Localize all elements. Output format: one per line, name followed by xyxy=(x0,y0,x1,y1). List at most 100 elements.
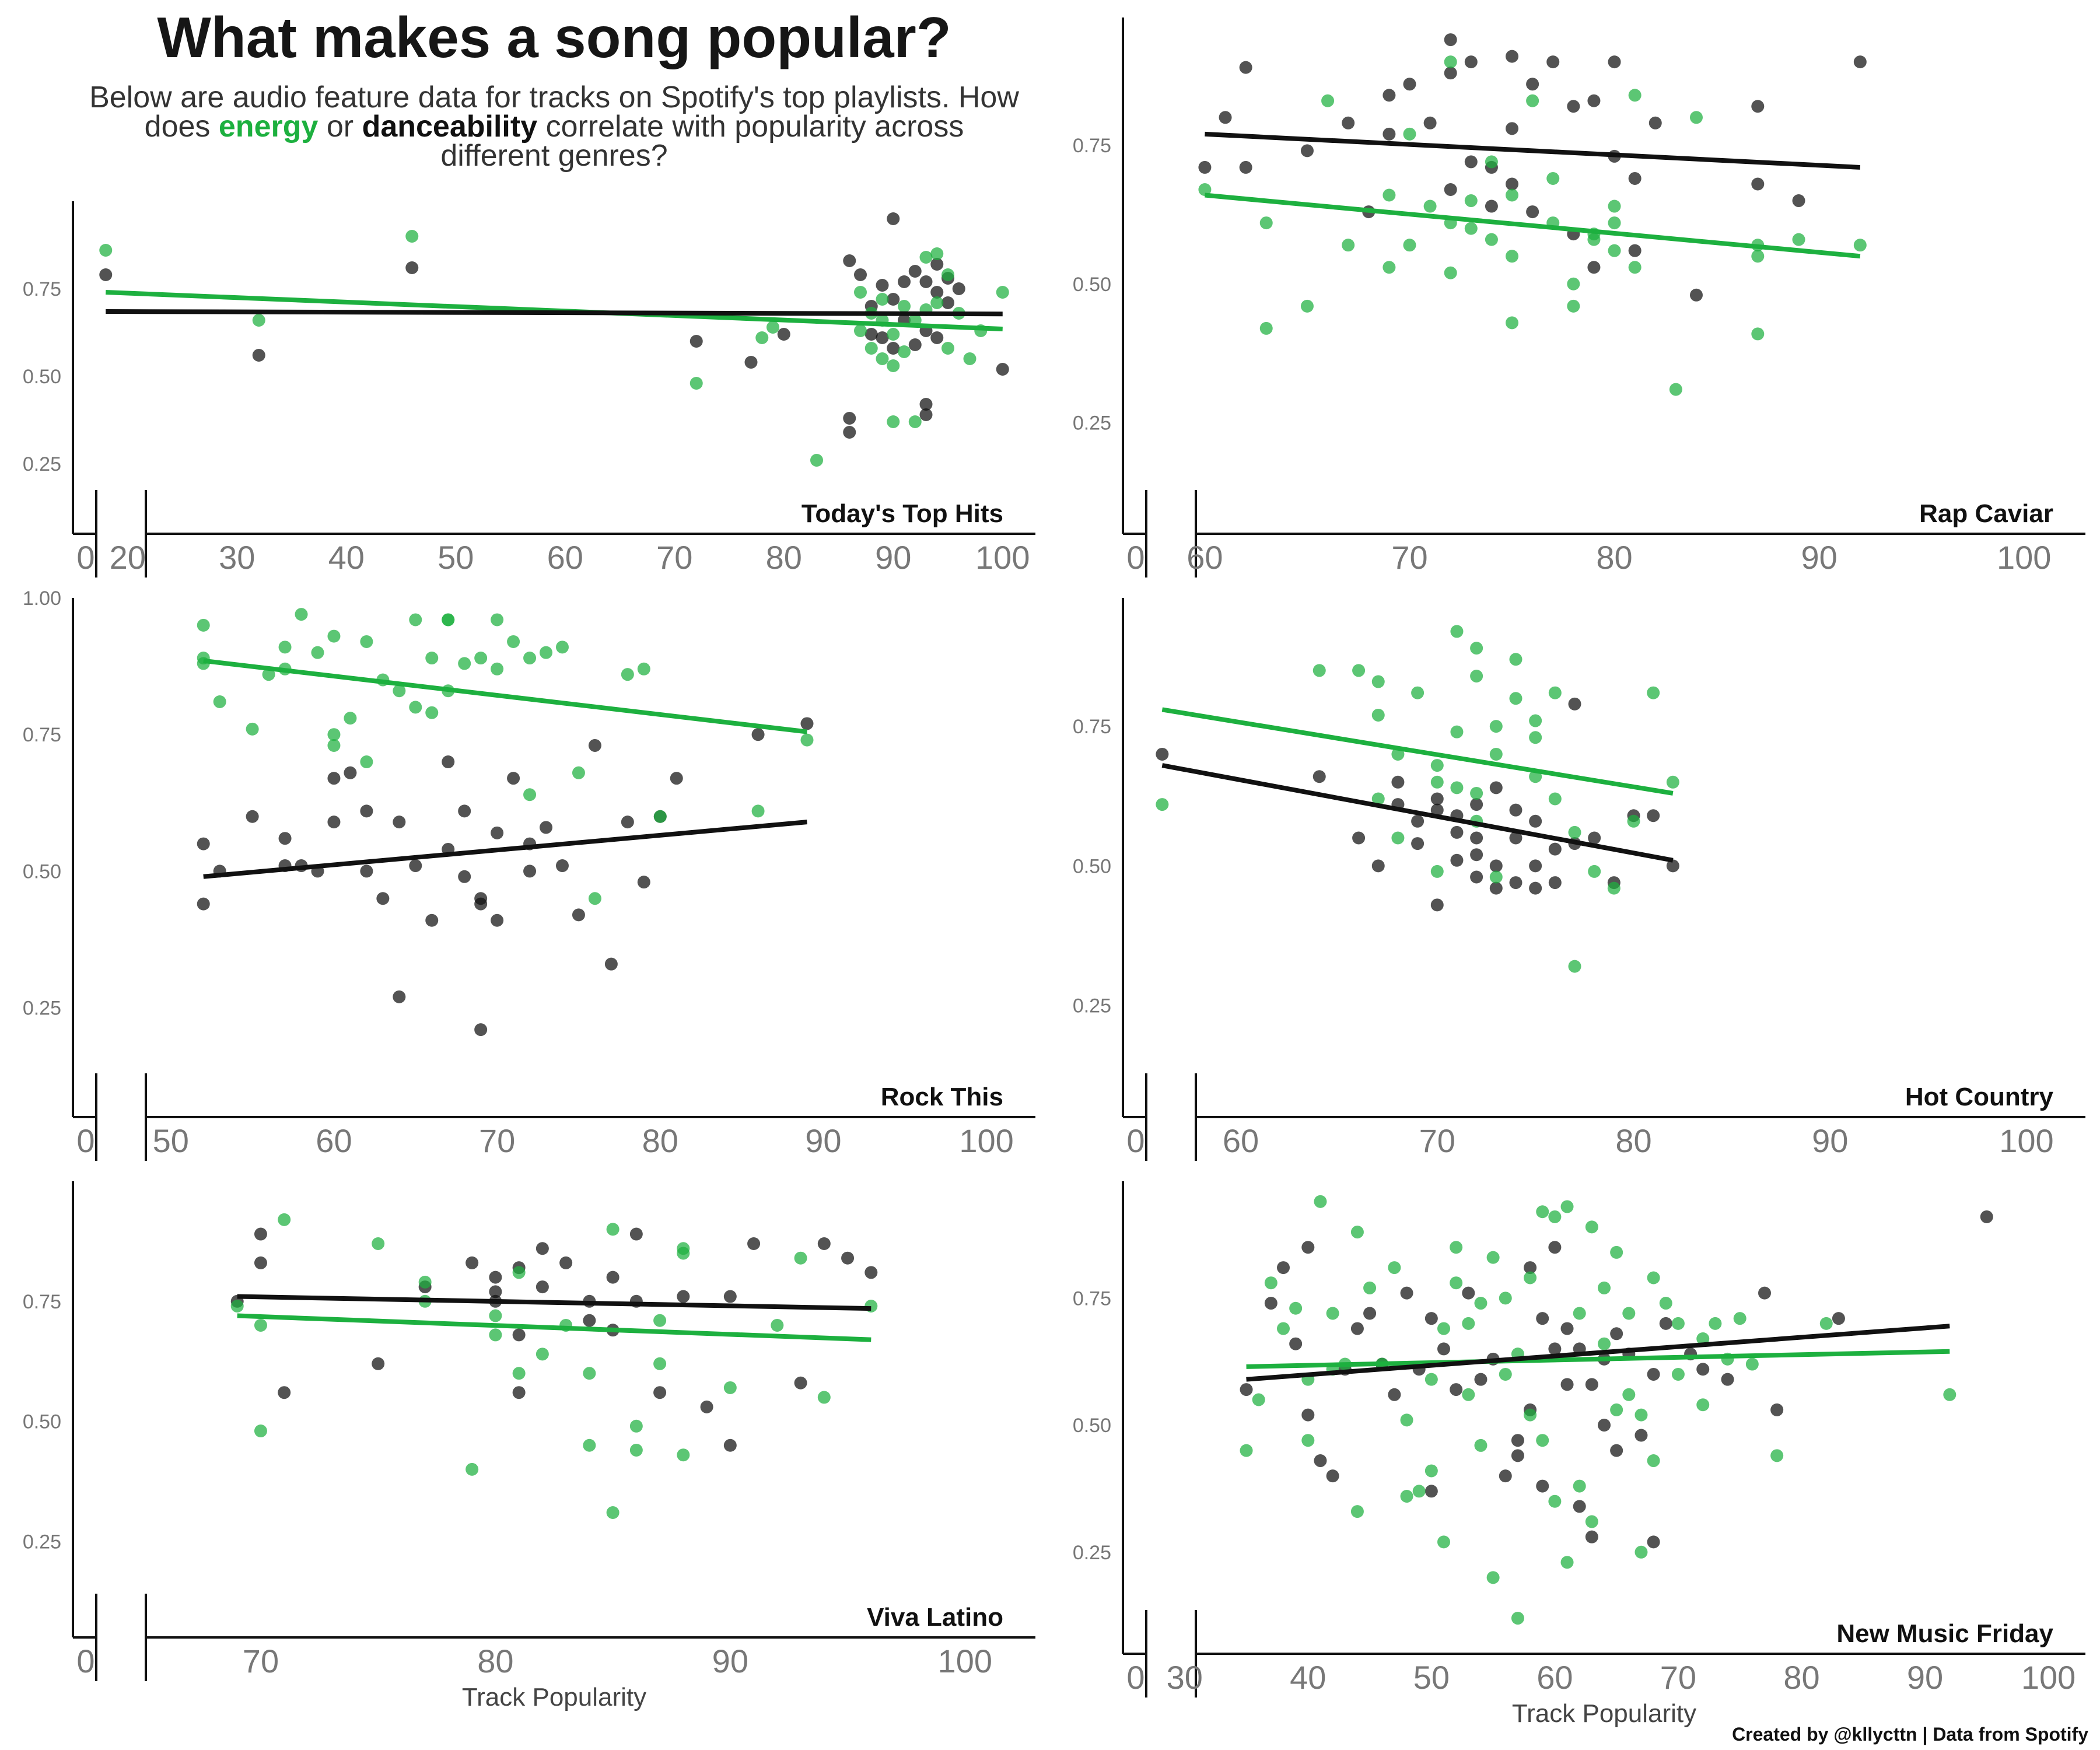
danceability-point xyxy=(1371,859,1385,873)
energy-point xyxy=(1598,1281,1611,1294)
danceability-point xyxy=(1444,66,1457,80)
energy-point xyxy=(1524,1408,1537,1422)
energy-point xyxy=(1412,1485,1426,1498)
danceability-point xyxy=(1526,78,1539,91)
energy-point xyxy=(817,1391,831,1404)
energy-point xyxy=(1382,261,1396,274)
x-tick-label: 80 xyxy=(642,1122,678,1159)
danceability-point xyxy=(876,331,889,344)
x-axis-label: Track Popularity xyxy=(462,1683,646,1712)
energy-point xyxy=(1430,775,1444,789)
energy-point xyxy=(1489,720,1503,733)
energy-point xyxy=(1819,1317,1833,1330)
danceability-point xyxy=(604,957,618,971)
energy-point xyxy=(1462,1317,1475,1330)
danceability-point xyxy=(1647,1367,1660,1381)
danceability-point xyxy=(677,1290,690,1303)
danceability-point xyxy=(559,1256,573,1269)
danceability-point xyxy=(327,772,341,785)
energy-point xyxy=(1666,775,1679,789)
energy-point xyxy=(1696,1332,1710,1345)
energy-point xyxy=(1853,239,1867,252)
danceability-point xyxy=(1430,898,1444,912)
danceability-point xyxy=(1659,1317,1672,1330)
danceability-trend-line xyxy=(106,309,1003,317)
energy-point xyxy=(246,722,259,736)
subtitle-text-3: correlate with popularity across differe… xyxy=(440,110,964,173)
energy-point xyxy=(1259,216,1273,230)
energy-point xyxy=(887,359,900,372)
danceability-point xyxy=(442,755,455,769)
energy-point xyxy=(942,268,954,281)
energy-point xyxy=(1411,686,1424,699)
energy-point xyxy=(1573,1479,1586,1493)
danceability-point xyxy=(1470,831,1483,845)
energy-point xyxy=(1424,1373,1438,1386)
energy-point xyxy=(1568,960,1581,973)
energy-point xyxy=(583,1438,596,1452)
danceability-point xyxy=(1474,1373,1488,1386)
energy-point xyxy=(99,244,113,257)
energy-point xyxy=(1627,814,1640,828)
energy-point xyxy=(1560,1200,1574,1213)
y-tick-label: 0.50 xyxy=(23,366,61,388)
energy-point xyxy=(1289,1301,1303,1315)
danceability-point xyxy=(1628,172,1642,185)
energy-point xyxy=(1568,825,1581,839)
y-tick-label: 0.25 xyxy=(23,453,61,475)
energy-point xyxy=(409,701,422,714)
energy-point xyxy=(393,684,406,698)
danceability-point xyxy=(1430,792,1444,806)
danceability-point xyxy=(908,265,922,278)
energy-point xyxy=(1198,183,1212,196)
danceability-point xyxy=(1608,55,1621,69)
danceability-point xyxy=(1628,244,1642,257)
danceability-point xyxy=(360,804,373,818)
energy-point xyxy=(637,662,650,676)
x-tick-label: 30 xyxy=(1167,1659,1203,1696)
chart-subtitle: Below are audio feature data for tracks … xyxy=(88,82,1021,173)
energy-point xyxy=(1403,127,1416,141)
danceability-point xyxy=(606,1270,620,1284)
energy-point xyxy=(540,646,553,659)
y-tick-label: 1.00 xyxy=(23,587,61,610)
energy-point xyxy=(1647,1454,1660,1468)
danceability-point xyxy=(1326,1469,1339,1483)
energy-point xyxy=(1470,642,1483,655)
energy-point xyxy=(523,788,537,802)
x-tick-label: 80 xyxy=(477,1643,513,1679)
energy-point xyxy=(1156,798,1169,811)
danceability-point xyxy=(1240,1383,1253,1396)
y-tick-label: 0.75 xyxy=(23,1291,61,1313)
danceability-point xyxy=(1301,1241,1315,1254)
danceability-point xyxy=(1352,831,1366,845)
danceability-point xyxy=(1758,1286,1771,1300)
energy-point xyxy=(1588,864,1601,878)
danceability-point xyxy=(1277,1261,1290,1275)
danceability-point xyxy=(1610,1327,1623,1340)
energy-point xyxy=(1610,1245,1623,1259)
danceability-point xyxy=(1499,1469,1512,1483)
energy-point xyxy=(536,1348,549,1361)
x-tick-label: 100 xyxy=(959,1122,1013,1159)
energy-point xyxy=(1499,1367,1512,1381)
danceability-point xyxy=(1634,1429,1648,1442)
danceability-point xyxy=(254,1227,267,1241)
energy-point xyxy=(360,635,373,648)
facet-title: Today's Top Hits xyxy=(802,499,1003,528)
energy-point xyxy=(771,1318,784,1332)
energy-point xyxy=(1403,239,1416,252)
energy-point xyxy=(1548,686,1562,699)
x-tick-label: 70 xyxy=(1391,539,1427,576)
danceability-point xyxy=(1696,1363,1710,1376)
danceability-point xyxy=(1548,1342,1562,1356)
energy-point xyxy=(1400,1413,1413,1427)
subtitle-energy-label: energy xyxy=(218,110,318,144)
danceability-point xyxy=(1462,1286,1475,1300)
energy-point xyxy=(996,286,1009,299)
danceability-point xyxy=(1450,825,1464,839)
danceability-point xyxy=(1444,183,1457,196)
danceability-point xyxy=(919,275,933,288)
x-tick-label: 0 xyxy=(1126,1659,1144,1696)
danceability-point xyxy=(876,279,889,292)
